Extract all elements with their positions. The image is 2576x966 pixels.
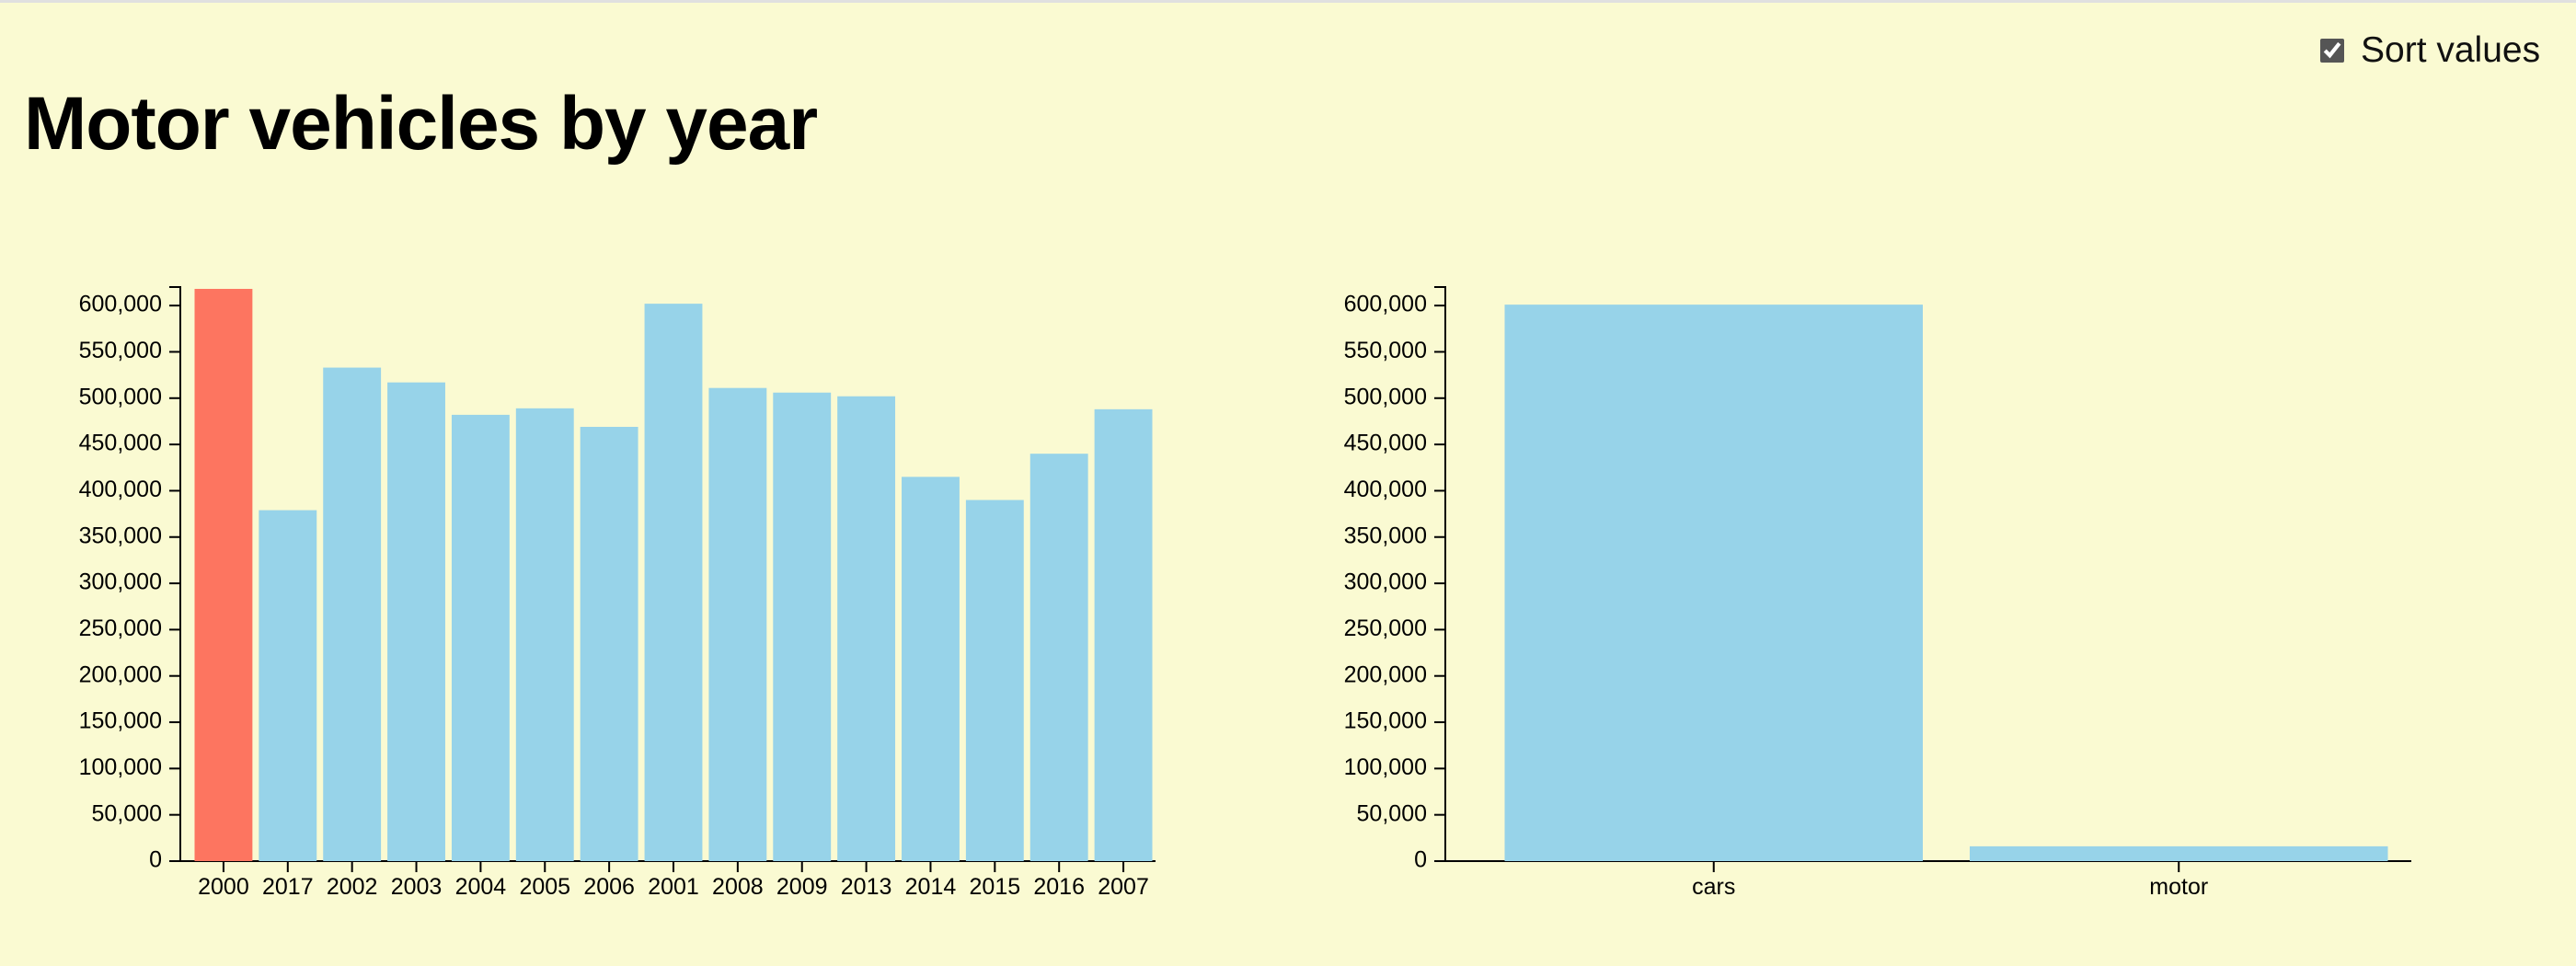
bar[interactable] bbox=[323, 367, 382, 861]
x-tick-label: 2016 bbox=[1033, 874, 1085, 900]
y-tick-label: 300,000 bbox=[1344, 569, 1427, 595]
y-tick-label: 200,000 bbox=[79, 661, 162, 687]
bar[interactable] bbox=[259, 510, 317, 861]
bar[interactable] bbox=[773, 392, 832, 861]
y-tick-label: 0 bbox=[1414, 847, 1427, 873]
x-tick-label: cars bbox=[1692, 874, 1735, 900]
bar[interactable] bbox=[387, 382, 445, 861]
y-tick-label: 550,000 bbox=[1344, 338, 1427, 363]
x-tick-label: 2003 bbox=[391, 874, 443, 900]
bar[interactable] bbox=[965, 500, 1024, 861]
bar[interactable] bbox=[1970, 845, 2388, 861]
x-tick-label: 2009 bbox=[776, 874, 828, 900]
y-axis-line bbox=[1434, 286, 1446, 862]
x-tick-label: 2008 bbox=[712, 874, 764, 900]
y-tick-label: 150,000 bbox=[1344, 708, 1427, 734]
x-tick-label: 2015 bbox=[970, 874, 1021, 900]
x-tick-label: 2001 bbox=[648, 874, 699, 900]
bar[interactable] bbox=[708, 387, 767, 861]
type-bar-chart: 0 50,000 100,000 150,000 200,000 250,000 300,0… bbox=[1344, 286, 2411, 900]
y-tick-label: 300,000 bbox=[79, 569, 162, 595]
page-title: Motor vehicles by year bbox=[24, 82, 818, 166]
y-tick-label: 400,000 bbox=[1344, 477, 1427, 502]
y-axis-line bbox=[169, 286, 181, 862]
y-tick-label: 500,000 bbox=[1344, 384, 1427, 409]
y-tick-label: 450,000 bbox=[79, 431, 162, 456]
bar[interactable] bbox=[1504, 305, 1924, 862]
bar[interactable] bbox=[580, 426, 638, 861]
y-tick-label: 500,000 bbox=[79, 384, 162, 409]
y-tick-label: 50,000 bbox=[1357, 800, 1427, 826]
bar[interactable] bbox=[902, 477, 960, 861]
x-tick-label: 2000 bbox=[198, 874, 249, 900]
bar[interactable] bbox=[644, 304, 703, 862]
y-tick-label: 400,000 bbox=[79, 477, 162, 502]
x-tick-label: 2006 bbox=[583, 874, 635, 900]
y-tick-label: 350,000 bbox=[1344, 523, 1427, 548]
year-bar-chart: 0 50,000 100,000 150,000 200,000 250,000 300,0… bbox=[79, 286, 1156, 900]
y-tick-label: 100,000 bbox=[1344, 754, 1427, 780]
sort-values-label: Sort values bbox=[2361, 30, 2541, 70]
x-tick-label: 2014 bbox=[905, 874, 957, 900]
bar[interactable] bbox=[451, 414, 510, 861]
y-tick-label: 600,000 bbox=[79, 292, 162, 317]
y-tick-label: 250,000 bbox=[79, 615, 162, 641]
x-tick-label: 2005 bbox=[519, 874, 570, 900]
x-tick-label: 2004 bbox=[455, 874, 507, 900]
y-tick-label: 550,000 bbox=[79, 338, 162, 363]
bar-highlighted[interactable] bbox=[194, 289, 253, 861]
x-tick-label: 2017 bbox=[262, 874, 314, 900]
y-tick-label: 150,000 bbox=[79, 708, 162, 734]
x-tick-label: 2013 bbox=[841, 874, 892, 900]
bar[interactable] bbox=[1094, 408, 1153, 861]
y-tick-label: 100,000 bbox=[79, 754, 162, 780]
bar[interactable] bbox=[1029, 454, 1088, 861]
sort-values-checkbox[interactable] bbox=[2320, 39, 2344, 63]
x-tick-label: 2007 bbox=[1098, 874, 1149, 900]
y-tick-label: 450,000 bbox=[1344, 431, 1427, 456]
x-tick-label: motor bbox=[2149, 874, 2208, 900]
y-tick-label: 350,000 bbox=[79, 523, 162, 548]
x-tick-label: 2002 bbox=[327, 874, 378, 900]
y-tick-label: 600,000 bbox=[1344, 292, 1427, 317]
top-border bbox=[0, 0, 2576, 3]
bar[interactable] bbox=[837, 396, 896, 861]
bar[interactable] bbox=[515, 408, 574, 861]
y-tick-label: 250,000 bbox=[1344, 615, 1427, 641]
y-tick-label: 200,000 bbox=[1344, 661, 1427, 687]
sort-values-toggle[interactable]: Sort values bbox=[2320, 28, 2540, 74]
y-tick-label: 50,000 bbox=[92, 800, 162, 826]
y-tick-label: 0 bbox=[149, 847, 162, 873]
